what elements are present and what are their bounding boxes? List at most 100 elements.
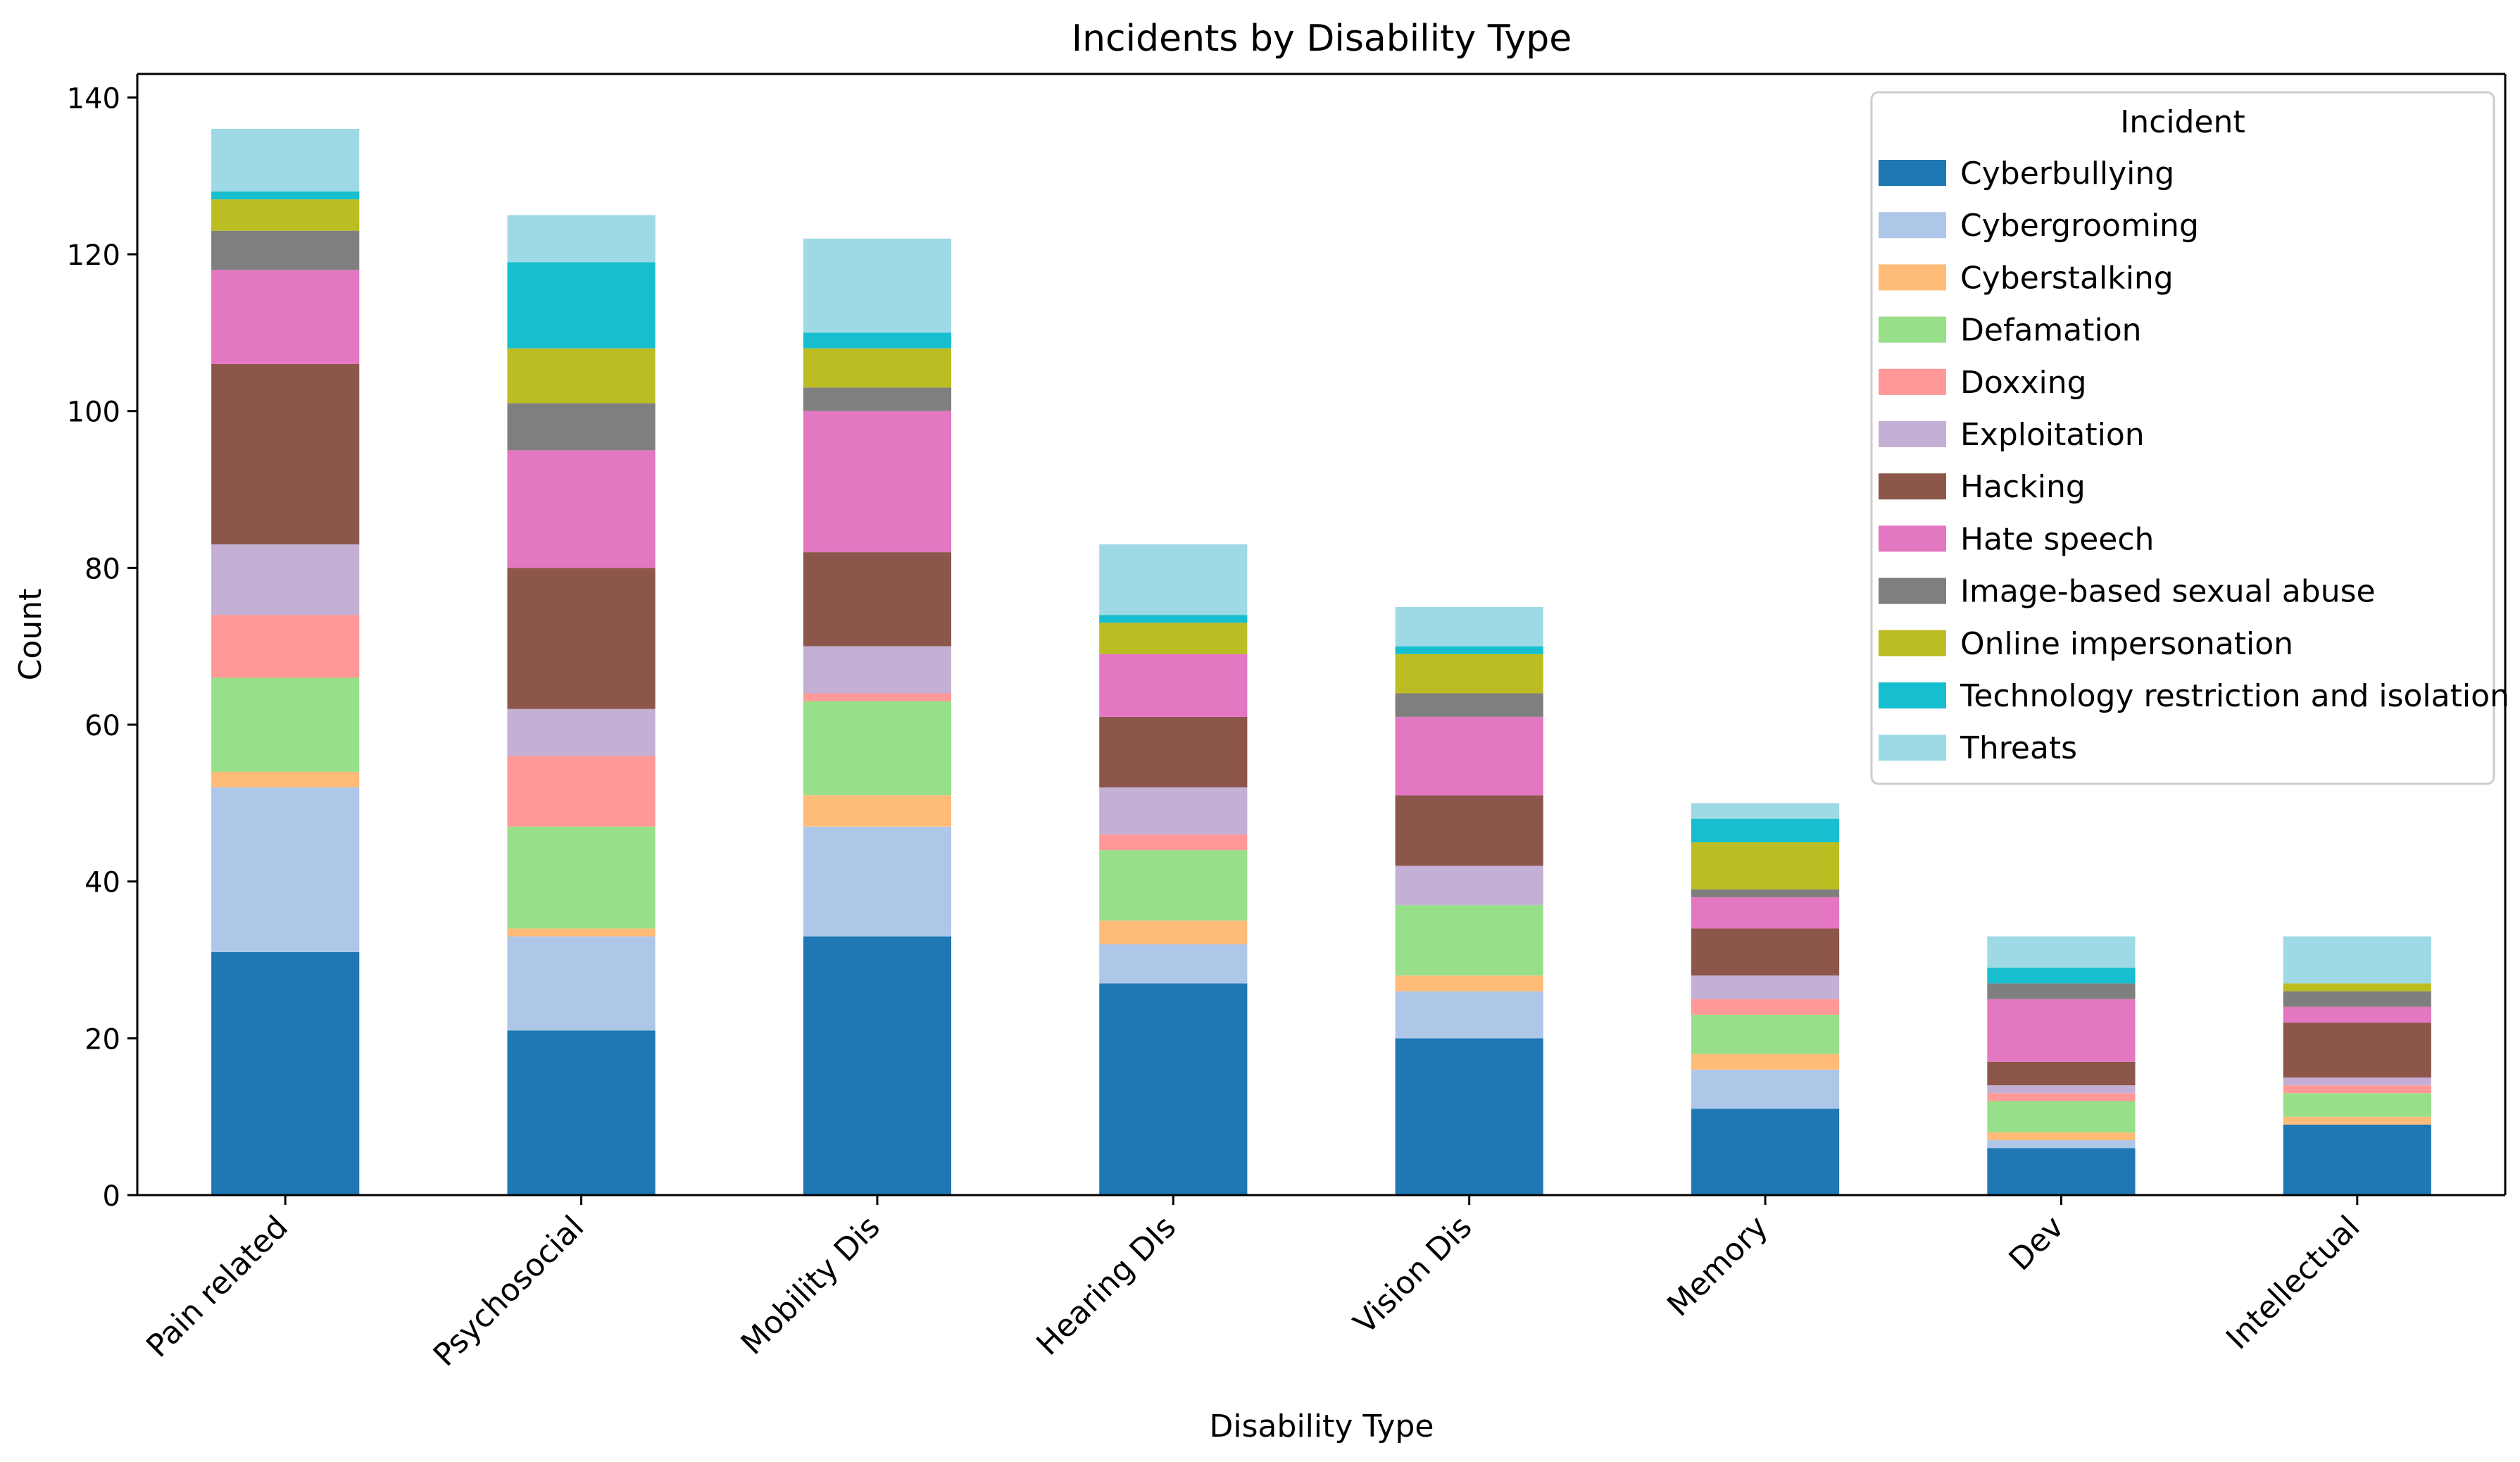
bar-segment [1395,866,1543,906]
bar-segment [211,544,360,616]
legend: Incident CyberbullyingCybergroomingCyber… [1870,91,2509,785]
legend-label: Online impersonation [1960,626,2293,662]
bar-segment [211,230,360,270]
bar-segment [1395,991,1543,1039]
y-tick-label: 80 [84,553,120,585]
legend-label: Hate speech [1960,521,2154,557]
bar-segment [507,450,656,568]
bar-segment [507,1030,656,1195]
bar-segment [1691,975,1840,999]
bar-segment [1691,889,1840,897]
y-axis: 0 20 40 60 80 100 120 140 [67,82,137,1213]
bar-segment [2283,1116,2431,1125]
bar-segment [2283,991,2431,1007]
bar-segment [507,826,656,929]
bar-segment [1395,654,1543,694]
y-tick-label: 100 [67,396,120,429]
bar-segment [2283,936,2431,984]
bar-segment [211,951,360,1195]
bar-segment [1691,896,1840,929]
legend-label: Image-based sexual abuse [1960,574,2376,610]
y-axis-label: Count [13,589,49,681]
bar-segment [211,787,360,952]
bar-segment [1987,1101,2136,1132]
legend-label: Exploitation [1960,417,2145,453]
bar-segment [1691,1108,1840,1195]
bar-segment [2283,1085,2431,1094]
legend-label: Doxxing [1960,365,2087,401]
y-tick-label: 40 [84,867,120,899]
bar-segment [1395,646,1543,654]
bar-segment [211,363,360,544]
legend-swatch [1879,264,1946,291]
legend-swatch [1879,368,1946,395]
legend-swatch [1879,421,1946,447]
bar-segment [1395,716,1543,796]
legend-box [1870,91,2495,785]
legend-swatch [1879,160,1946,186]
bar-segment [2283,1023,2431,1078]
bar-segment [1691,928,1840,976]
legend-label: Cyberstalking [1960,260,2174,296]
bar-segment [1099,834,1248,851]
chart-title: Incidents by Disability Type [1072,18,1572,60]
legend-title: Incident [2120,104,2245,140]
legend-label: Technology restriction and isolation [1960,678,2509,714]
bar-segment [507,936,656,1031]
bar-segment [803,348,952,388]
bar-segment [803,238,952,333]
bar-segment [507,215,656,263]
bar-segment [803,552,952,646]
y-tick-label: 140 [67,82,120,115]
bar-segment [803,332,952,349]
bar-segment [211,270,360,364]
bar-segment [1395,975,1543,992]
bar-segment [1987,1061,2136,1086]
bar-segment [507,928,656,937]
bar-segment [803,826,952,937]
bar-segment [1395,795,1543,866]
bar-segment [1691,842,1840,889]
bar-segment [1395,693,1543,717]
bar-segment [1099,787,1248,835]
legend-swatch [1879,630,1946,656]
bar-segment [507,708,656,756]
legend-label: Cybergrooming [1960,208,2199,244]
legend-swatch [1879,212,1946,239]
bar-segment [803,411,952,553]
bar-segment [803,936,952,1195]
legend-swatch [1879,316,1946,343]
bar-segment [1691,1069,1840,1109]
bar-segment [1395,1038,1543,1195]
bar-segment [803,693,952,701]
bars [211,128,2431,1195]
bar-segment [1099,983,1248,1195]
bar-segment [2283,1077,2431,1086]
bar-segment [1099,920,1248,944]
legend-swatch [1879,473,1946,500]
legend-swatch [1879,735,1946,761]
bar-segment [1691,818,1840,843]
bar-segment [1691,999,1840,1015]
legend-label: Defamation [1960,313,2142,349]
bar-segment [1395,607,1543,646]
bar-segment [1099,623,1248,654]
bar-segment [211,199,360,231]
legend-items: Cyberbullying Cybergrooming Cyberstalking D… [1879,156,2509,766]
bar-segment [1987,1093,2136,1101]
bar-segment [1099,716,1248,788]
legend-label: Hacking [1960,469,2086,505]
bar-segment [1987,936,2136,968]
bar-segment [1099,944,1248,984]
bar-segment [1987,999,2136,1062]
bar-segment [1987,1148,2136,1195]
y-tick-label: 60 [84,710,120,742]
bar-segment [1691,1054,1840,1070]
bar-segment [803,701,952,796]
legend-swatch [1879,682,1946,708]
bar-segment [803,646,952,694]
bar-segment [1099,544,1248,616]
bar-segment [507,348,656,404]
bar-segment [1099,615,1248,623]
